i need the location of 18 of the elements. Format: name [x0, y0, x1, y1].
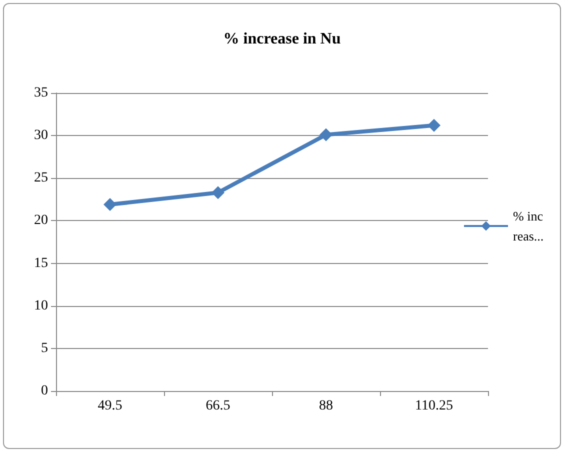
point	[104, 198, 116, 212]
y-tick-label: 5	[41, 340, 48, 356]
y-tick-label: 35	[34, 86, 48, 100]
y-tick-label: 0	[41, 384, 48, 398]
chart-title: % increase in Nu	[223, 30, 341, 48]
x-tick-label: 66.5	[206, 398, 230, 414]
point	[428, 118, 440, 132]
y-tick-label: 10	[34, 298, 48, 314]
x-tick-label: 110.25	[415, 398, 453, 414]
y-tick-label: 15	[34, 256, 48, 271]
x-tick-label: 88	[319, 398, 333, 414]
y-tick-label: 30	[34, 128, 48, 144]
y-tick-label: 20	[34, 213, 48, 228]
legend-label: % increas...	[513, 208, 544, 244]
point	[212, 186, 224, 200]
x-tick-label: 49.5	[98, 398, 122, 414]
y-tick-label: 25	[34, 170, 48, 186]
point	[320, 128, 332, 142]
